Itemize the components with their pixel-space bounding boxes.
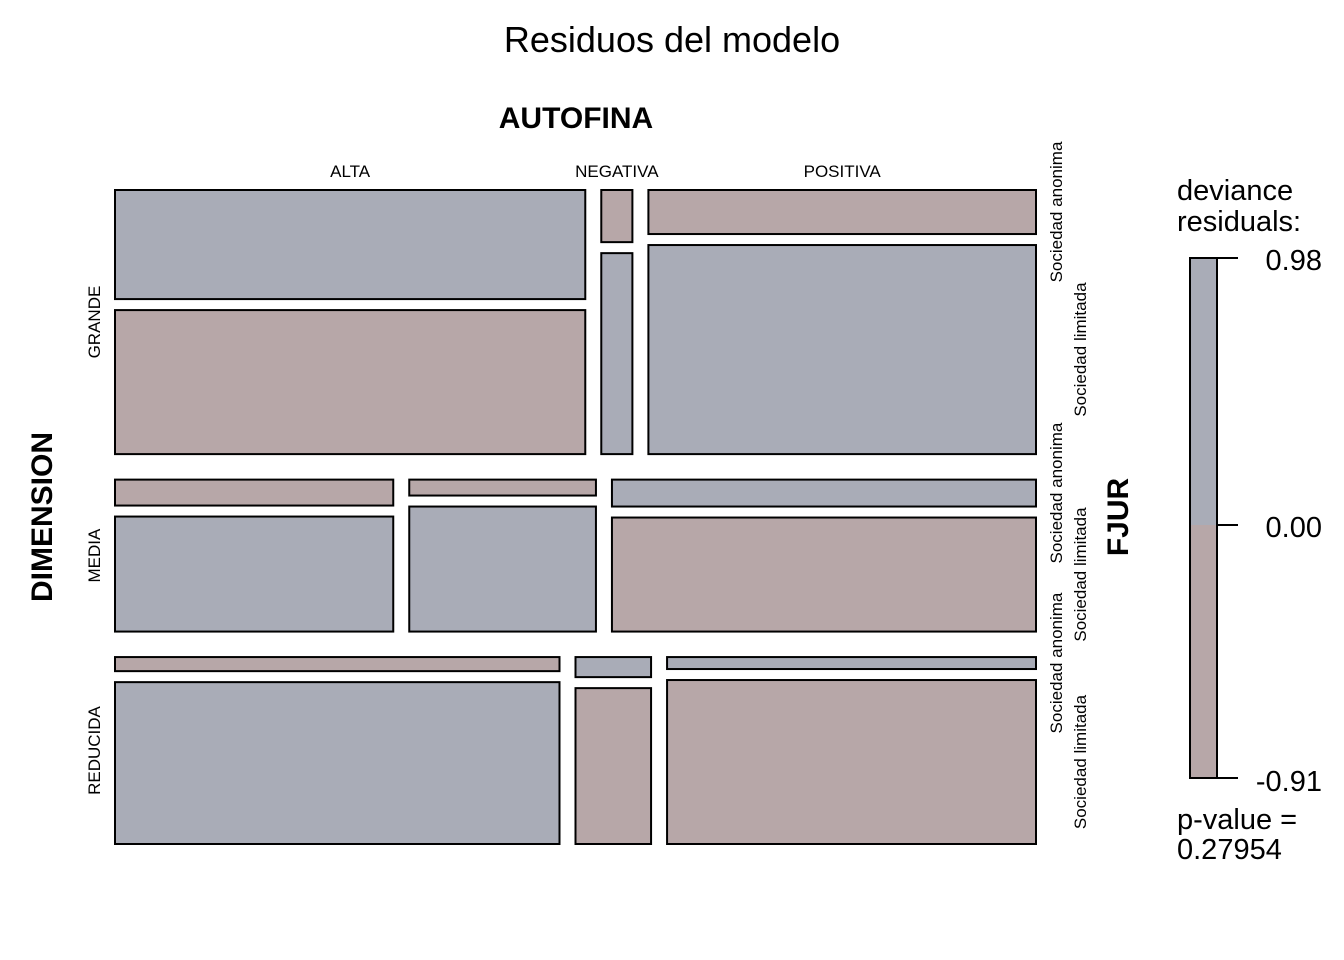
mosaic-labels: GRANDE ALTA NEGATIVA Sociedad anonima Socied… [85,141,1090,829]
legend: deviance residuals: 0.98 0.00 -0.91 p-va… [1177,175,1322,866]
cell-grande-alta-sl [114,309,587,456]
legend-mid-label: 0.00 [1266,512,1322,544]
cell-grande-alta-sa [114,189,587,301]
cell-media-positiva-sa [610,478,1038,508]
legend-title-line1: deviance [1177,175,1293,207]
cell-reducida-negativa-sl [574,687,653,846]
legend-negative-band [1190,525,1217,778]
cell-reducida-positiva-sl [666,679,1037,846]
split-label-sociedad-limitada: Sociedad limitada [1071,507,1090,642]
cell-reducida-alta-sl [114,681,561,846]
legend-title-line2: residuals: [1177,206,1301,238]
cell-media-alta-sa [114,478,395,507]
cell-reducida-negativa-sa [574,656,653,679]
row-label-media: MEDIA [85,528,104,583]
chart-title: Residuos del modelo [504,19,840,60]
legend-max-label: 0.98 [1266,245,1322,277]
column-label-negativa: NEGATIVA [575,162,659,181]
column-label-alta: ALTA [330,162,371,181]
split-label-sociedad-anonima: Sociedad anonima [1047,592,1066,733]
cell-reducida-positiva-sa [666,656,1037,671]
legend-border [1189,257,1218,779]
mosaic-cells [114,189,1038,846]
cell-media-alta-sl [114,515,395,633]
cell-media-negativa-sl [408,505,597,633]
column-variable-label: AUTOFINA [499,102,653,135]
split-variable-label: FJUR [1102,477,1135,556]
legend-positive-band [1190,258,1217,525]
cell-reducida-alta-sa [114,656,561,673]
column-label-positiva: POSITIVA [804,162,882,181]
cell-media-positiva-sl [610,516,1038,633]
legend-min-label: -0.91 [1256,766,1322,798]
row-label-grande: GRANDE [85,286,104,359]
split-label-sociedad-limitada: Sociedad limitada [1071,282,1090,417]
row-variable-label: DIMENSION [26,432,59,602]
split-label-sociedad-anonima: Sociedad anonima [1047,422,1066,563]
pvalue-line2: 0.27954 [1177,834,1282,866]
pvalue-line1: p-value = [1177,804,1297,836]
cell-grande-positiva-sl [647,244,1037,456]
cell-grande-positiva-sa [647,189,1037,236]
split-label-sociedad-limitada: Sociedad limitada [1071,694,1090,829]
split-label-sociedad-anonima: Sociedad anonima [1047,141,1066,282]
cell-media-negativa-sa [408,478,597,497]
cell-grande-negativa-sl [600,252,634,456]
cell-grande-negativa-sa [600,189,634,244]
row-label-reducida: REDUCIDA [85,705,104,794]
